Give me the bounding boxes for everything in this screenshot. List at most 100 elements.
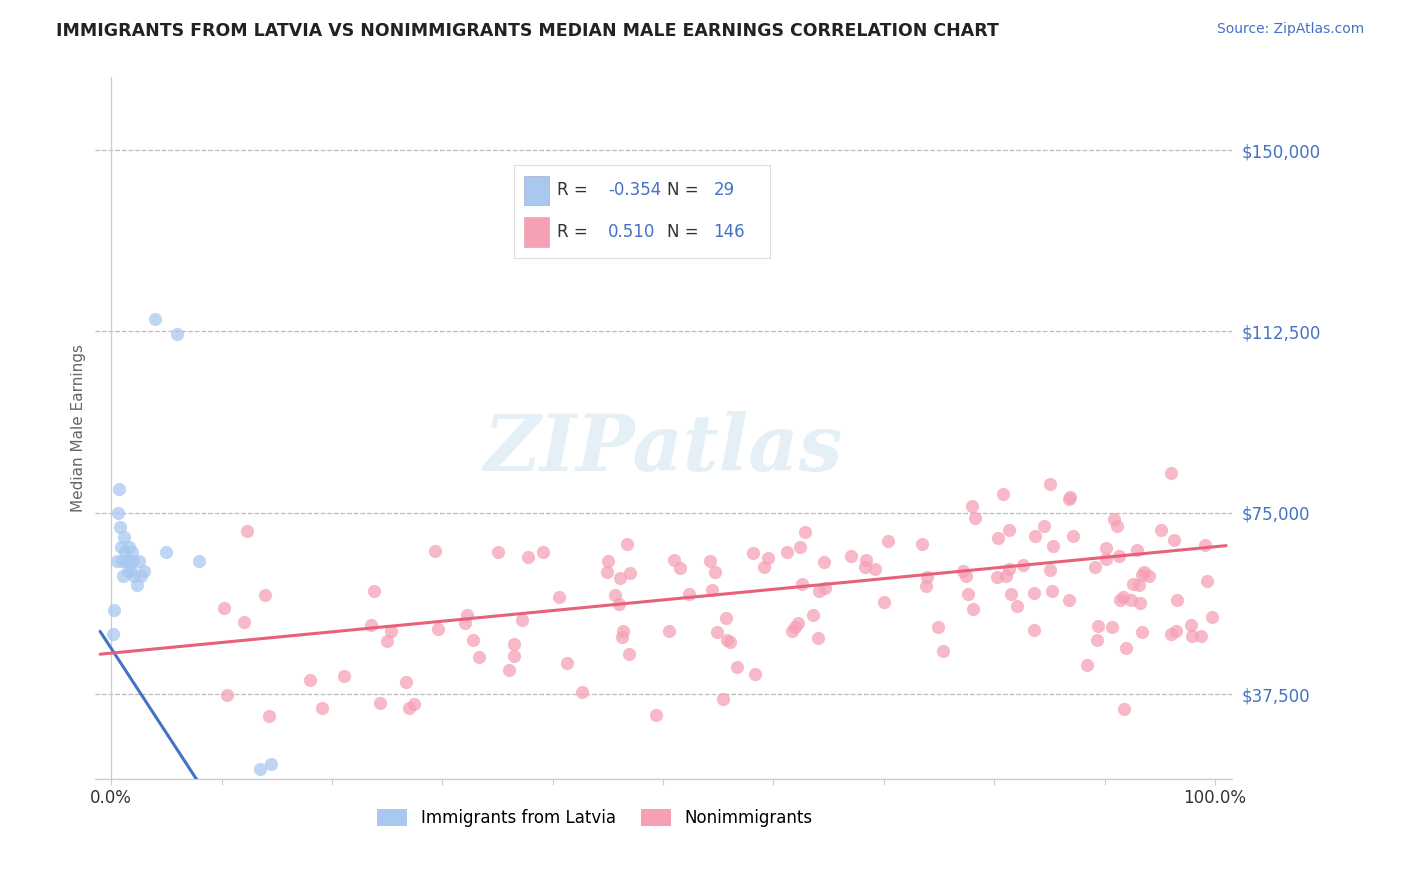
Point (395, 675, 418, 690)
Point (1059, 492, 1081, 507)
Point (155, 544, 177, 558)
Point (1062, 529, 1084, 543)
Point (1160, 627, 1182, 641)
Point (1114, 702, 1136, 716)
Point (1022, 586, 1045, 600)
Point (128, 554, 150, 568)
Text: IMMIGRANTS FROM LATVIA VS NONIMMIGRANTS MEDIAN MALE EARNINGS CORRELATION CHART: IMMIGRANTS FROM LATVIA VS NONIMMIGRANTS … (56, 22, 1000, 40)
Point (807, 631, 830, 645)
Point (118, 540, 141, 554)
Point (212, 600, 235, 615)
Point (645, 708, 668, 723)
Point (103, 602, 125, 616)
Point (911, 537, 934, 551)
Point (1076, 657, 1098, 672)
Point (927, 620, 949, 634)
Point (233, 615, 256, 629)
Point (114, 544, 136, 558)
Point (1160, 466, 1182, 480)
Point (454, 615, 477, 630)
Point (368, 696, 391, 710)
Point (619, 648, 641, 662)
Point (855, 559, 877, 574)
Text: R =: R = (557, 181, 593, 200)
Point (776, 545, 799, 559)
Text: R =: R = (557, 223, 593, 241)
Point (986, 570, 1008, 584)
Point (960, 499, 983, 513)
Point (596, 565, 619, 579)
Point (1094, 552, 1116, 566)
Point (1032, 518, 1054, 533)
Point (998, 524, 1021, 538)
Point (997, 562, 1019, 576)
Point (700, 582, 723, 597)
Point (254, 588, 277, 602)
Point (1105, 519, 1128, 533)
Point (1122, 577, 1144, 591)
Point (786, 616, 808, 631)
Point (813, 555, 835, 569)
Point (793, 525, 815, 540)
Point (962, 602, 984, 616)
Point (510, 613, 533, 627)
Point (612, 624, 634, 638)
Point (456, 607, 478, 622)
Point (1115, 641, 1137, 656)
Point (658, 624, 681, 638)
Point (1128, 577, 1150, 591)
Point (423, 543, 446, 558)
Point (1189, 629, 1212, 643)
Point (720, 635, 742, 649)
Point (1087, 618, 1109, 632)
Point (703, 565, 725, 579)
Point (783, 620, 806, 634)
Point (598, 554, 620, 568)
Point (118, 554, 141, 568)
Point (841, 549, 863, 563)
Point (995, 569, 1018, 583)
Point (257, 709, 280, 723)
Point (662, 552, 685, 566)
Point (1166, 624, 1188, 638)
Point (112, 530, 135, 544)
Point (110, 540, 132, 554)
Point (610, 630, 633, 644)
Bar (524, 218, 550, 247)
Point (107, 506, 129, 520)
Point (1011, 558, 1033, 572)
Point (105, 554, 128, 568)
Point (603, 589, 626, 603)
Point (215, 688, 238, 702)
Point (555, 657, 578, 671)
Point (467, 650, 489, 665)
Point (427, 622, 450, 636)
Point (571, 685, 593, 699)
Bar (524, 176, 550, 205)
Point (1121, 592, 1143, 607)
Point (122, 554, 145, 568)
Point (1125, 543, 1147, 558)
Point (1000, 587, 1022, 601)
Legend: Immigrants from Latvia, Nonimmigrants: Immigrants from Latvia, Nonimmigrants (371, 802, 818, 834)
Point (1194, 538, 1216, 552)
Point (1085, 632, 1108, 647)
Point (1133, 565, 1156, 579)
Point (952, 564, 974, 578)
Point (1130, 567, 1153, 582)
Text: N =: N = (668, 223, 704, 241)
Point (616, 537, 638, 551)
Point (1024, 529, 1046, 543)
Point (260, 757, 283, 772)
Point (756, 550, 779, 565)
Point (744, 667, 766, 681)
Point (498, 663, 520, 677)
Point (1112, 590, 1135, 604)
Point (1180, 629, 1202, 643)
Point (121, 544, 143, 558)
Point (517, 549, 540, 564)
Point (463, 632, 485, 647)
Point (1137, 569, 1160, 583)
Point (108, 520, 131, 534)
Text: Source: ZipAtlas.com: Source: ZipAtlas.com (1216, 22, 1364, 37)
